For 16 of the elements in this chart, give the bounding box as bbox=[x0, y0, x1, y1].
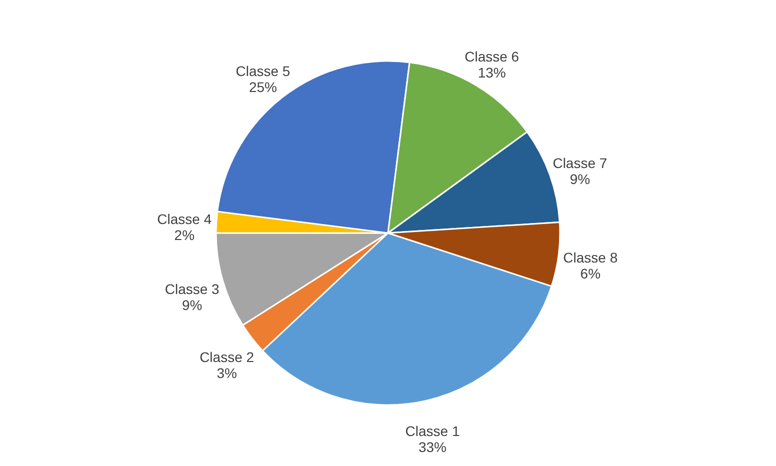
data-label: 33% bbox=[418, 439, 447, 456]
data-label: 2% bbox=[174, 227, 195, 244]
slice-label: Classe 3 bbox=[164, 280, 220, 297]
data-label: 3% bbox=[216, 365, 237, 382]
slice-label: Classe 7 bbox=[552, 154, 608, 171]
data-label: 9% bbox=[570, 170, 590, 187]
slice-label: Classe 5 bbox=[236, 62, 290, 79]
data-label: 6% bbox=[580, 266, 601, 282]
data-label: 9% bbox=[182, 296, 202, 313]
data-label: 13% bbox=[478, 64, 506, 80]
data-label: 25% bbox=[248, 78, 277, 95]
slice-label: Classe 1 bbox=[405, 423, 460, 440]
slice-label: Classe 8 bbox=[563, 250, 618, 266]
slice-label: Classe 2 bbox=[200, 349, 254, 366]
slice-label: Classe 4 bbox=[157, 211, 212, 228]
slice-label: Classe 6 bbox=[464, 48, 520, 64]
